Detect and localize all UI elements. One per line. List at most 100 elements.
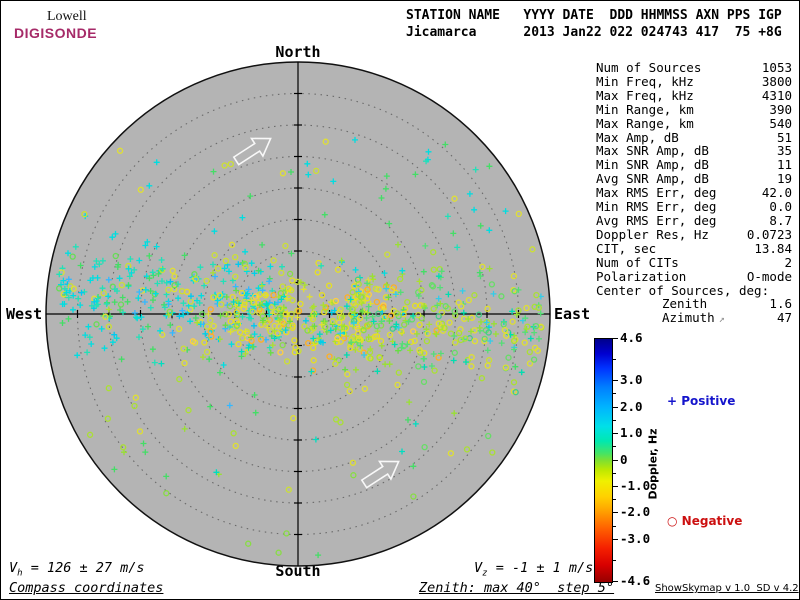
- stat-label: Doppler Res, Hz: [596, 226, 709, 242]
- source-point-negative: [510, 287, 517, 294]
- source-point-positive: [207, 403, 214, 410]
- source-point-positive: [242, 248, 249, 255]
- source-point-positive: [239, 313, 246, 320]
- source-point-positive: [399, 267, 406, 274]
- source-point-negative: [532, 322, 540, 330]
- source-point-positive: [247, 298, 254, 305]
- source-point-positive: [114, 264, 121, 270]
- source-point-positive: [144, 238, 151, 245]
- source-point-negative: [424, 330, 431, 337]
- source-point-negative: [282, 310, 289, 318]
- source-point-negative: [377, 337, 385, 345]
- source-point-positive: [124, 298, 131, 305]
- source-point-positive: [140, 440, 147, 447]
- source-point-positive: [518, 369, 525, 376]
- source-point-negative: [232, 273, 239, 280]
- source-point-negative: [232, 442, 239, 450]
- source-point-positive: [430, 351, 437, 357]
- source-point-positive: [352, 266, 359, 273]
- source-point-positive: [320, 339, 326, 346]
- source-point-positive: [509, 308, 516, 315]
- stat-label: Min Freq, kHz: [596, 73, 694, 89]
- source-point-positive: [98, 325, 105, 332]
- source-point-negative: [183, 288, 191, 295]
- colorbar-title: Doppler, Hz: [646, 428, 660, 500]
- source-point-positive: [188, 293, 194, 300]
- source-point-negative: [70, 285, 77, 292]
- colorbar-minor-tick: [612, 359, 616, 361]
- source-point-negative: [277, 313, 284, 320]
- source-point-negative: [233, 309, 240, 316]
- source-point-negative: [112, 252, 119, 260]
- source-point-negative: [375, 286, 382, 293]
- source-point-negative: [479, 263, 486, 270]
- source-point-positive: [311, 323, 318, 330]
- source-point-positive: [93, 258, 100, 264]
- source-point-positive: [211, 228, 218, 235]
- source-point-negative: [291, 349, 299, 356]
- source-point-positive: [383, 281, 390, 288]
- source-point-negative: [285, 285, 293, 292]
- colorbar-tick: [612, 406, 618, 408]
- source-point-negative: [502, 364, 509, 371]
- source-point-positive: [192, 315, 199, 321]
- source-point-positive: [258, 282, 265, 289]
- source-point-positive: [111, 466, 118, 473]
- stat-label: Max Freq, kHz: [596, 87, 694, 103]
- stat-row: Avg SNR Amp, dB 19: [596, 172, 792, 186]
- source-point-negative: [451, 195, 458, 202]
- source-point-positive: [131, 266, 138, 273]
- source-point-negative: [371, 333, 378, 340]
- source-point-negative: [373, 298, 381, 306]
- source-point-negative: [510, 272, 518, 280]
- source-point-negative: [325, 282, 333, 289]
- source-point-positive: [476, 324, 483, 331]
- source-point-positive: [364, 309, 371, 316]
- source-point-negative: [512, 389, 519, 396]
- source-point-positive: [301, 282, 308, 288]
- source-point-positive: [477, 222, 484, 229]
- stat-row: Max RMS Err, deg 42.0: [596, 186, 792, 200]
- source-point-positive: [167, 278, 174, 285]
- source-point-positive: [537, 310, 544, 317]
- source-point-negative: [511, 288, 518, 295]
- source-point-negative: [279, 283, 286, 290]
- source-point-negative: [210, 322, 217, 330]
- source-point-positive: [410, 463, 417, 470]
- source-point-positive: [191, 303, 198, 310]
- stat-label: Avg SNR Amp, dB: [596, 171, 709, 187]
- colorbar-tick: [612, 485, 618, 487]
- source-point-positive: [157, 327, 164, 334]
- source-point-positive: [381, 306, 387, 312]
- source-point-positive: [150, 272, 157, 279]
- source-point-negative: [227, 160, 234, 168]
- source-point-positive: [94, 295, 101, 302]
- source-point-positive: [70, 306, 76, 313]
- stat-value: 13.84: [754, 240, 792, 256]
- source-point-positive: [131, 310, 138, 316]
- source-point-positive: [77, 262, 84, 269]
- source-point-positive: [315, 552, 322, 559]
- source-point-positive: [248, 334, 254, 341]
- source-point-positive: [311, 311, 318, 318]
- source-point-negative: [310, 357, 317, 364]
- compass-label-south: South: [275, 562, 321, 580]
- source-point-positive: [256, 302, 263, 309]
- source-point-positive: [158, 257, 165, 263]
- source-point-positive: [208, 327, 215, 334]
- colorbar-tick: [612, 512, 618, 514]
- source-point-negative: [421, 443, 428, 451]
- source-point-positive: [366, 281, 373, 288]
- source-point-negative: [248, 337, 255, 345]
- source-point-negative: [376, 353, 383, 361]
- source-point-negative: [203, 348, 211, 356]
- source-point-positive: [498, 340, 505, 347]
- source-point-positive: [484, 347, 491, 354]
- source-point-negative: [285, 486, 292, 493]
- source-point-negative: [239, 334, 246, 342]
- source-point-negative: [136, 428, 144, 435]
- source-point-negative: [441, 324, 448, 332]
- source-point-negative: [415, 311, 422, 319]
- colorbar-tick: [612, 459, 618, 461]
- source-point-positive: [437, 284, 444, 291]
